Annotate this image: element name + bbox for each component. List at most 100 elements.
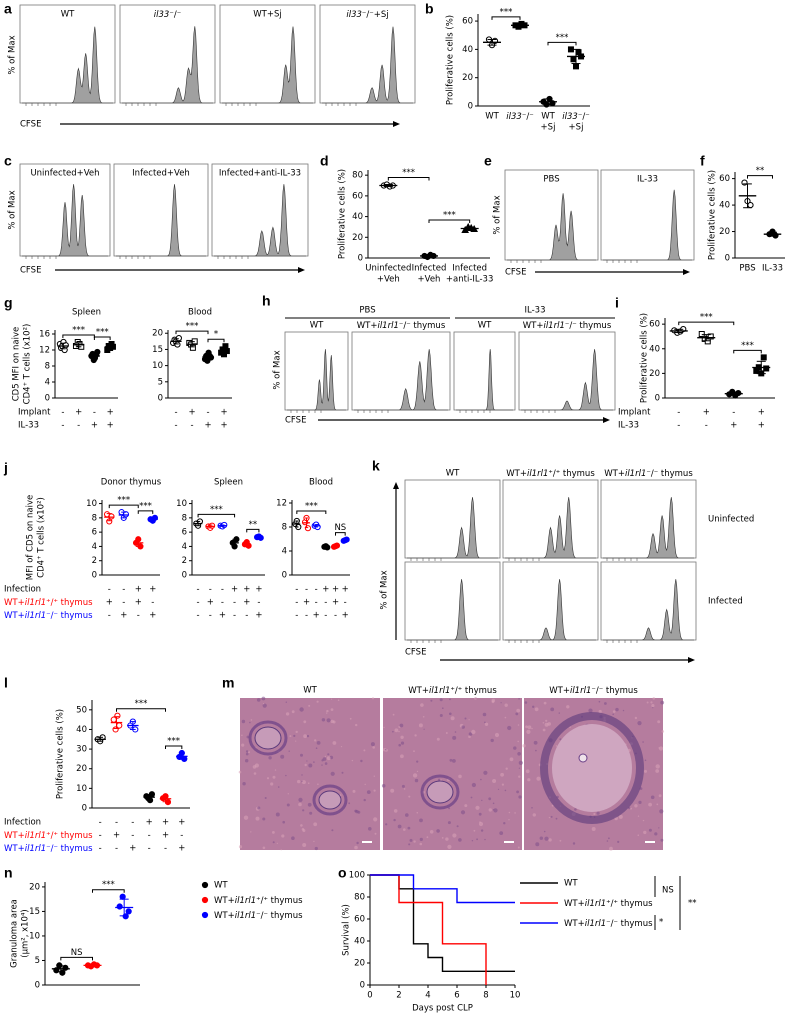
y-tick-label: 5 xyxy=(35,956,40,966)
tissue-texture xyxy=(437,778,441,781)
tissue-texture xyxy=(612,713,614,716)
tissue-texture xyxy=(525,769,530,774)
tissue-texture xyxy=(543,830,546,833)
histogram xyxy=(122,26,213,104)
tissue-texture xyxy=(409,838,413,842)
condition-sign: + xyxy=(255,611,262,621)
tissue-texture xyxy=(464,804,468,808)
tissue-texture xyxy=(241,734,243,737)
y-axis-label: Proliferative cells (%) xyxy=(708,170,718,260)
tissue-texture xyxy=(262,846,266,850)
tissue-texture xyxy=(270,782,274,786)
y-tick-label: 0 xyxy=(35,981,40,991)
significance-bracket xyxy=(246,528,260,533)
significance-label: *** xyxy=(117,496,130,506)
significance-bracket xyxy=(165,745,183,750)
tissue-texture xyxy=(330,708,334,711)
tissue-texture xyxy=(405,813,409,817)
tissue-texture xyxy=(363,749,366,752)
tissue-texture xyxy=(634,716,638,720)
y-tick-label: 0 xyxy=(725,254,730,264)
tissue-texture xyxy=(646,701,649,704)
tissue-texture xyxy=(426,836,429,839)
x-axis-label: CFSE xyxy=(20,266,41,276)
tissue-texture xyxy=(525,725,528,729)
data-point xyxy=(570,56,577,63)
tissue-texture xyxy=(256,698,261,702)
condition-label: Implant xyxy=(18,408,51,418)
tissue-texture xyxy=(471,840,474,842)
tissue-texture xyxy=(354,845,358,850)
tissue-texture xyxy=(321,718,326,722)
tissue-texture xyxy=(295,730,298,734)
tissue-texture xyxy=(476,838,478,841)
condition-sign: + xyxy=(106,598,113,608)
tissue-texture xyxy=(514,812,516,814)
tissue-texture xyxy=(542,722,545,724)
condition-sign: + xyxy=(342,585,349,595)
condition-sign: - xyxy=(99,818,102,828)
tissue-texture xyxy=(441,837,444,839)
significance-bracket xyxy=(116,708,166,712)
tissue-texture xyxy=(423,728,425,730)
y-axis-label: Survival (%) xyxy=(342,904,352,956)
condition-sign: + xyxy=(129,844,136,854)
tissue-texture xyxy=(503,822,506,825)
tissue-texture xyxy=(248,751,250,754)
x-tick-label: +Veh xyxy=(377,275,400,285)
condition-sign: + xyxy=(188,408,195,418)
panel-label: k xyxy=(372,458,380,474)
condition-sign: + xyxy=(149,585,156,595)
column-title: PBS xyxy=(543,175,559,185)
condition-sign: + xyxy=(149,611,156,621)
tissue-texture xyxy=(508,811,511,814)
tissue-texture xyxy=(303,734,307,739)
condition-sign: - xyxy=(115,818,118,828)
tissue-texture xyxy=(539,836,543,840)
tissue-texture xyxy=(513,746,517,750)
tissue-texture xyxy=(652,707,654,709)
condition-sign: - xyxy=(305,611,308,621)
tissue-texture xyxy=(245,750,249,753)
tissue-texture xyxy=(419,818,423,823)
tissue-texture xyxy=(337,699,340,701)
tissue-texture xyxy=(368,827,372,831)
tissue-texture xyxy=(383,726,385,729)
tissue-texture xyxy=(385,823,388,826)
tissue-texture xyxy=(654,832,658,836)
tissue-texture xyxy=(373,775,375,777)
tissue-texture xyxy=(285,701,287,703)
tissue-texture xyxy=(450,716,455,721)
row-label: Uninfected xyxy=(708,515,754,525)
tissue-texture xyxy=(351,759,354,762)
condition-sign: - xyxy=(233,611,236,621)
y-tick-label: 40 xyxy=(462,45,473,55)
condition-sign: - xyxy=(77,421,80,431)
significance-bracket xyxy=(428,219,471,223)
tissue-texture xyxy=(534,707,539,712)
significance-label: *** xyxy=(402,168,415,178)
tissue-texture xyxy=(252,765,257,769)
histology-image xyxy=(240,698,380,850)
tissue-texture xyxy=(518,760,523,766)
y-tick-label: 10 xyxy=(76,784,87,794)
tissue-texture xyxy=(442,707,444,709)
condition-sign: - xyxy=(174,408,177,418)
tissue-texture xyxy=(291,710,295,714)
condition-sign: - xyxy=(206,408,209,418)
tissue-texture xyxy=(392,730,394,733)
condition-sign: - xyxy=(148,844,151,854)
tissue-texture xyxy=(268,756,272,760)
tissue-texture xyxy=(500,702,502,704)
tissue-texture xyxy=(532,813,536,817)
y-tick-label: 2 xyxy=(92,556,97,566)
significance-label: NS xyxy=(71,948,83,958)
tissue-texture xyxy=(436,737,440,741)
condition-sign: - xyxy=(108,585,111,595)
y-tick-label: 16 xyxy=(39,330,50,340)
panel-label: e xyxy=(484,153,492,169)
tissue-texture xyxy=(340,746,343,748)
data-point xyxy=(114,712,121,719)
x-tick-label: Uninfected xyxy=(365,264,411,274)
condition-sign: - xyxy=(295,611,298,621)
